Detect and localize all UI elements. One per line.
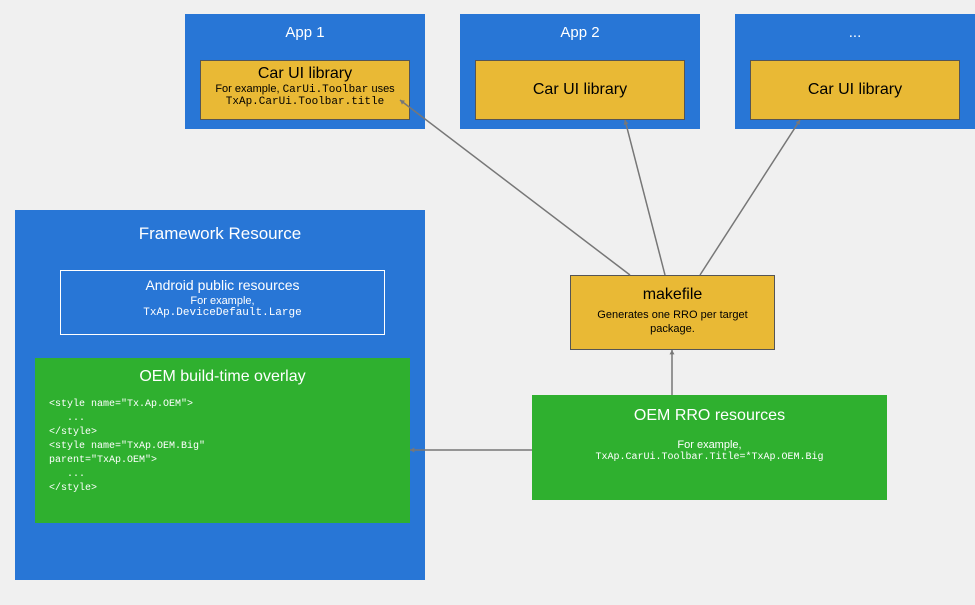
app1-lib-sub-prefix: For example,	[215, 83, 282, 95]
app1-lib-box: Car UI library For example, CarUi.Toolba…	[200, 60, 410, 120]
rro-box: OEM RRO resources For example, TxAp.CarU…	[532, 395, 887, 500]
app1-title: App 1	[185, 14, 425, 41]
makefile-box: makefile Generates one RRO per target pa…	[570, 275, 775, 350]
app2-lib-box: Car UI library	[475, 60, 685, 120]
app3-lib-box: Car UI library	[750, 60, 960, 120]
app1-lib-sub-mono1: CarUi.Toolbar	[283, 84, 369, 96]
app1-lib-title: Car UI library	[201, 65, 409, 83]
public-resources-box: Android public resources For example, Tx…	[60, 270, 385, 335]
public-resources-sub1: For example,	[61, 295, 384, 307]
app2-title: App 2	[460, 14, 700, 41]
app3-lib-title: Car UI library	[808, 81, 902, 99]
public-resources-title: Android public resources	[61, 277, 384, 293]
app1-lib-sub-mid: uses	[368, 83, 394, 95]
rro-sub2: TxAp.CarUi.Toolbar.Title=*TxAp.OEM.Big	[532, 451, 887, 465]
rro-sub1: For example,	[532, 439, 887, 451]
makefile-title: makefile	[585, 286, 760, 304]
framework-title: Framework Resource	[15, 210, 425, 244]
app1-lib-sub-line1: For example, CarUi.Toolbar uses	[201, 83, 409, 96]
oem-overlay-title: OEM build-time overlay	[35, 358, 410, 386]
app1-lib-sub-mono2: TxAp.CarUi.Toolbar.title	[201, 96, 409, 108]
oem-overlay-code: <style name="Tx.Ap.OEM"> ... </style> <s…	[35, 386, 410, 496]
oem-overlay-box: OEM build-time overlay <style name="Tx.A…	[35, 358, 410, 523]
app3-title: ...	[735, 14, 975, 41]
rro-title: OEM RRO resources	[532, 407, 887, 425]
makefile-sub: Generates one RRO per target package.	[585, 308, 760, 337]
public-resources-sub2: TxAp.DeviceDefault.Large	[61, 307, 384, 319]
app2-lib-title: Car UI library	[533, 81, 627, 99]
